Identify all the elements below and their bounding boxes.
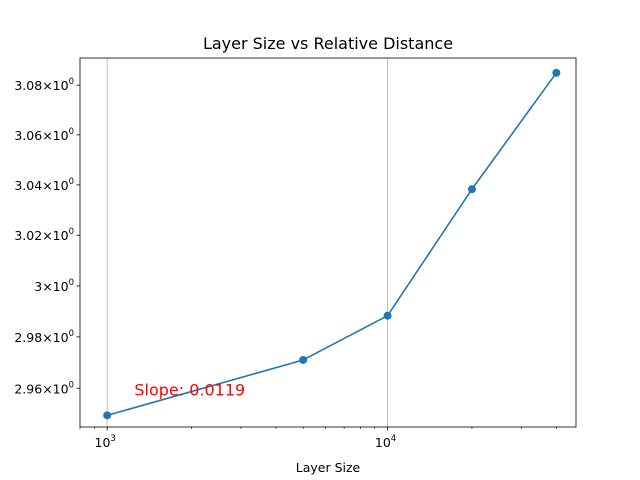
x-tick-label-exponent: 3 xyxy=(110,434,115,444)
y-tick-label-mantissa: 3.08 xyxy=(14,78,42,93)
y-tick-label-mantissa: 3 xyxy=(34,279,42,294)
x-axis-ticks: 103 104 xyxy=(79,427,557,450)
y-tick-label-exponent: 0 xyxy=(69,127,74,137)
y-tick-label: 2.96×100 xyxy=(14,380,74,396)
grid-lines xyxy=(106,58,388,427)
y-tick-label-exponent: 0 xyxy=(69,227,74,237)
x-tick-label: 103 xyxy=(95,434,116,450)
y-tick-label-exponent: 0 xyxy=(69,177,74,187)
x-axis-label: Layer Size xyxy=(296,460,361,475)
y-tick-label-exponent: 0 xyxy=(69,77,74,87)
y-tick-label: 3.02×100 xyxy=(14,227,74,243)
y-tick-label-mantissa: 2.96 xyxy=(14,381,42,396)
y-tick-label: 3.04×100 xyxy=(14,177,74,193)
data-point xyxy=(383,311,392,320)
chart-title: Layer Size vs Relative Distance xyxy=(203,34,453,53)
y-tick-label-mantissa: 2.98 xyxy=(14,330,42,345)
y-tick-label-mantissa: 3.02 xyxy=(14,228,42,243)
y-tick-label-mantissa: 3.06 xyxy=(14,128,42,143)
plot-frame xyxy=(79,57,577,428)
y-tick-label-exponent: 0 xyxy=(69,329,74,339)
data-point xyxy=(103,411,112,420)
data-point xyxy=(467,185,476,194)
y-tick-label: 3.08×100 xyxy=(14,77,74,93)
y-tick-label-exponent: 0 xyxy=(69,278,74,288)
y-tick-label: 2.98×100 xyxy=(14,329,74,345)
y-tick-label: 3.06×100 xyxy=(14,127,74,143)
x-tick-label-base: 10 xyxy=(95,435,111,450)
x-tick-label: 104 xyxy=(375,434,396,450)
data-point xyxy=(552,68,561,77)
x-tick-label-base: 10 xyxy=(375,435,391,450)
series-markers xyxy=(103,68,561,420)
data-point xyxy=(299,355,308,364)
y-tick-label-mantissa: 3.04 xyxy=(14,178,42,193)
x-tick-label-exponent: 4 xyxy=(391,434,396,444)
y-axis-ticks: 2.96×1002.98×1003×1003.02×1003.04×1003.0… xyxy=(14,77,80,396)
slope-annotation: Slope: 0.0119 xyxy=(134,381,245,400)
y-tick-label: 3×100 xyxy=(34,278,74,294)
y-tick-label-exponent: 0 xyxy=(69,380,74,390)
